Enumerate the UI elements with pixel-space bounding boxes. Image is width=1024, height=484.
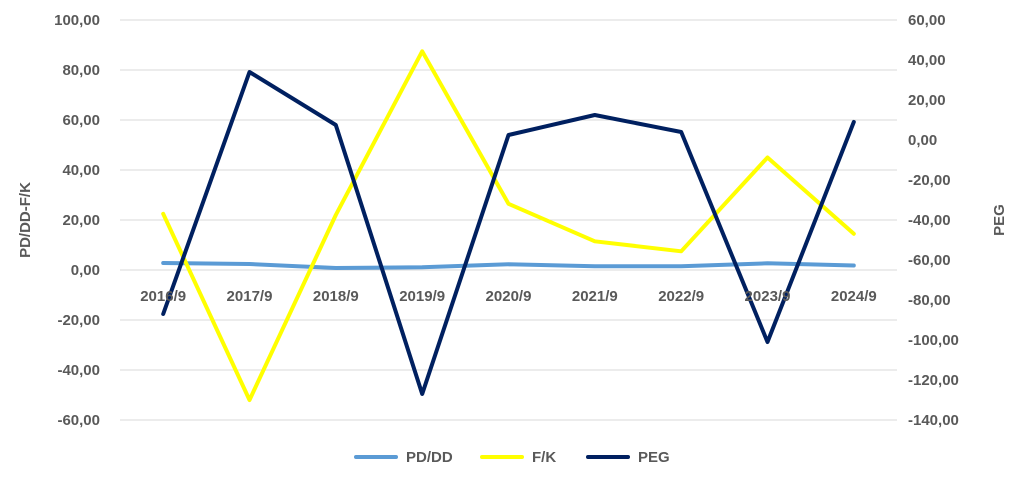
right-axis-ticks: -140,00 -120,00 -100,00 -80,00 -60,00 -40,00 -… [908,12,959,429]
x-tick-label: 2017/9 [227,288,273,305]
left-axis-ticks: -60,00 -40,00 -20,00 0,00 20,00 40,00 60,00 80,… [54,12,100,429]
left-tick-label: -40,00 [57,362,100,379]
left-tick-label: 60,00 [62,112,100,129]
right-tick-label: 0,00 [908,132,937,149]
left-axis-title: PD/DD-F/K [17,182,34,258]
right-tick-label: 40,00 [908,52,946,69]
series-line-peg [161,70,856,396]
legend-label: F/K [532,449,556,466]
right-tick-label: 60,00 [908,12,946,29]
x-tick-label: 2020/9 [486,288,532,305]
right-tick-label: 20,00 [908,92,946,109]
right-tick-label: -40,00 [908,212,951,229]
left-tick-label: 0,00 [71,262,100,279]
right-tick-label: -100,00 [908,332,959,349]
right-tick-label: -140,00 [908,412,959,429]
x-tick-label: 2023/9 [745,288,791,305]
series-lines [161,49,856,402]
right-tick-label: -120,00 [908,372,959,389]
x-tick-label: 2018/9 [313,288,359,305]
left-tick-label: -60,00 [57,412,100,429]
x-tick-label: 2016/9 [140,288,186,305]
left-tick-label: 80,00 [62,62,100,79]
left-tick-label: 100,00 [54,12,100,29]
legend-label: PD/DD [406,449,453,466]
left-tick-label: 40,00 [62,162,100,179]
x-tick-label: 2021/9 [572,288,618,305]
x-tick-label: 2024/9 [831,288,877,305]
legend-label: PEG [638,449,670,466]
gridlines [120,19,897,421]
legend: PD/DD F/K PEG [354,449,670,466]
x-axis-ticks: 2016/9 2017/9 2018/9 2019/9 2020/9 2021/9 2022… [140,288,877,305]
x-tick-label: 2022/9 [658,288,704,305]
right-tick-label: -80,00 [908,292,951,309]
series-line-pd-dd [161,261,856,270]
x-tick-label: 2019/9 [399,288,445,305]
left-tick-label: -20,00 [57,312,100,329]
right-axis-title: PEG [991,204,1008,236]
right-tick-label: -20,00 [908,172,951,189]
left-tick-label: 20,00 [62,212,100,229]
series-line-f-k [161,49,856,402]
right-tick-label: -60,00 [908,252,951,269]
